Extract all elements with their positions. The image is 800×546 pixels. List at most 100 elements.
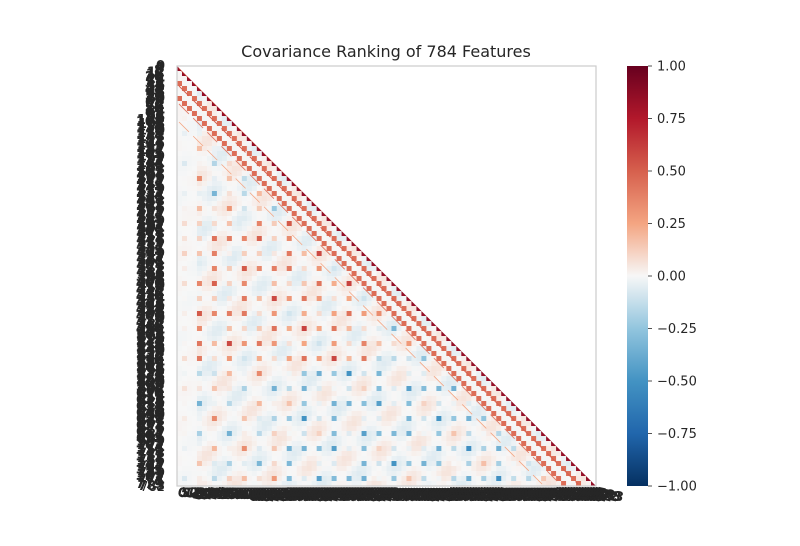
heatmap-cell bbox=[206, 371, 213, 377]
heatmap-cell bbox=[371, 431, 377, 437]
heatmap-cell bbox=[211, 381, 218, 387]
heatmap-cell bbox=[177, 316, 183, 322]
heatmap-cell bbox=[226, 266, 233, 272]
heatmap-cell bbox=[481, 481, 487, 486]
heatmap-cell bbox=[291, 231, 298, 237]
heatmap-cell bbox=[466, 366, 472, 372]
heatmap-cell bbox=[181, 186, 188, 192]
heatmap-cell bbox=[256, 386, 263, 392]
heatmap-cell bbox=[206, 261, 213, 267]
y-tick-label: 241 bbox=[138, 188, 165, 203]
heatmap-cell bbox=[356, 266, 362, 272]
heatmap-cell bbox=[421, 391, 427, 397]
y-tick-label: 422 bbox=[138, 285, 165, 300]
x-tick-label: 0 bbox=[176, 485, 188, 502]
heatmap-cell bbox=[191, 296, 198, 302]
heatmap-cell bbox=[216, 341, 223, 347]
heatmap-cell bbox=[261, 236, 268, 242]
heatmap-cell bbox=[431, 351, 437, 357]
heatmap-cell bbox=[236, 366, 243, 372]
heatmap-cell bbox=[391, 461, 397, 467]
heatmap-cell bbox=[251, 241, 258, 247]
heatmap-cell bbox=[336, 466, 342, 472]
heatmap-cell bbox=[411, 406, 417, 412]
heatmap-cell bbox=[276, 251, 283, 257]
heatmap-cell bbox=[456, 476, 462, 482]
heatmap-cell bbox=[216, 446, 223, 452]
heatmap-cell bbox=[196, 426, 203, 432]
heatmap-cell bbox=[301, 201, 307, 207]
heatmap-cell bbox=[276, 321, 283, 327]
heatmap-cell bbox=[476, 421, 482, 427]
heatmap-cell bbox=[261, 346, 268, 352]
heatmap-cell bbox=[276, 206, 283, 212]
heatmap-cell bbox=[271, 401, 278, 407]
heatmap-cell bbox=[251, 281, 258, 287]
heatmap-cell bbox=[196, 246, 203, 252]
heatmap-cell bbox=[236, 306, 243, 312]
heatmap-cell bbox=[271, 326, 278, 332]
heatmap-cell bbox=[311, 366, 317, 372]
heatmap-cell bbox=[401, 401, 407, 407]
heatmap-cell bbox=[251, 416, 258, 422]
heatmap-cell bbox=[441, 391, 447, 397]
heatmap-cell bbox=[181, 456, 188, 462]
heatmap-cell bbox=[251, 206, 258, 212]
heatmap-cell bbox=[216, 286, 223, 292]
heatmap-cell bbox=[406, 391, 412, 397]
heatmap-cell bbox=[496, 391, 502, 397]
heatmap-cell bbox=[521, 481, 527, 486]
heatmap-cell bbox=[251, 256, 258, 262]
x-tick-label: 489 bbox=[438, 485, 468, 505]
heatmap-cell bbox=[561, 466, 567, 472]
heatmap-cell bbox=[246, 196, 253, 202]
heatmap-cell bbox=[231, 451, 238, 457]
heatmap-cell bbox=[486, 426, 492, 432]
heatmap-cell bbox=[376, 396, 382, 402]
heatmap-cell bbox=[211, 306, 218, 312]
heatmap-cell bbox=[216, 381, 223, 387]
y-tick-label: 570 bbox=[137, 365, 164, 380]
heatmap-cell bbox=[246, 346, 253, 352]
heatmap-cell bbox=[266, 446, 273, 452]
heatmap-cell bbox=[461, 411, 467, 417]
heatmap-cell bbox=[316, 306, 322, 312]
heatmap-cell bbox=[481, 396, 487, 402]
heatmap-cell bbox=[506, 396, 512, 402]
heatmap-cell bbox=[341, 401, 347, 407]
heatmap-cell bbox=[396, 446, 402, 452]
heatmap-cell bbox=[216, 386, 223, 392]
heatmap-cell bbox=[441, 446, 447, 452]
heatmap-cell bbox=[351, 336, 357, 342]
heatmap-cell bbox=[177, 291, 183, 297]
heatmap-cell bbox=[246, 391, 253, 397]
heatmap-cell bbox=[301, 396, 307, 402]
heatmap-cell bbox=[491, 471, 497, 477]
y-tick-label: 558 bbox=[137, 358, 164, 373]
heatmap-cell bbox=[186, 231, 193, 237]
heatmap-cell bbox=[246, 221, 253, 227]
heatmap-cell bbox=[456, 411, 462, 417]
heatmap-cell bbox=[396, 306, 402, 312]
heatmap-cell bbox=[396, 376, 402, 382]
heatmap-cell bbox=[301, 381, 307, 387]
heatmap-cell bbox=[246, 136, 253, 142]
heatmap-cell bbox=[311, 206, 317, 212]
heatmap-cell bbox=[271, 301, 278, 307]
y-tick-label: 56 bbox=[145, 89, 163, 104]
heatmap-cell bbox=[356, 376, 362, 382]
heatmap-cell bbox=[401, 466, 407, 472]
heatmap-cell bbox=[191, 381, 198, 387]
heatmap-cell bbox=[276, 171, 283, 177]
heatmap-cell bbox=[316, 466, 322, 472]
heatmap-cell bbox=[221, 346, 228, 352]
heatmap-cell bbox=[246, 246, 253, 252]
heatmap-cell bbox=[376, 426, 382, 432]
heatmap-cell bbox=[276, 366, 283, 372]
heatmap-cell bbox=[396, 316, 402, 322]
heatmap-cell bbox=[516, 466, 522, 472]
x-tick-label: 200 bbox=[283, 485, 313, 505]
y-tick-label: 699 bbox=[138, 434, 165, 449]
heatmap-cell bbox=[231, 136, 238, 142]
heatmap-cell bbox=[306, 401, 312, 407]
